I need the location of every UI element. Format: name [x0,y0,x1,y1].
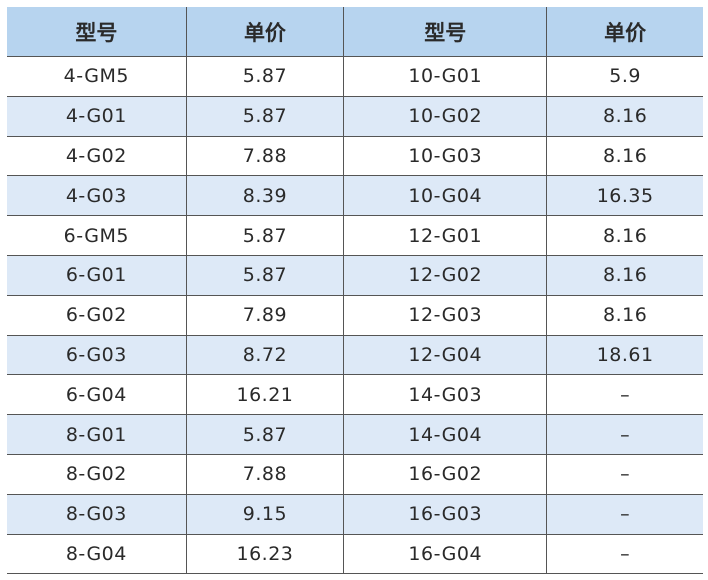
price-cell: 9.15 [185,493,345,535]
price-cell: 16.35 [546,175,703,217]
price-cell: – [546,374,703,416]
model-cell: 12-G04 [343,334,548,376]
price-cell: 7.88 [185,135,345,177]
model-cell: 16-G02 [343,453,548,495]
table-row: 4-G01 5.87 10-G02 8.16 [7,95,703,137]
table-row: 6-GM5 5.87 12-G01 8.16 [7,215,703,256]
table-row: 8-G01 5.87 14-G04– [7,414,703,455]
price-table: 型号 单价 型号 单价 4-GM5 5.87 10-G01 5.9 4-G01 5.87 10-G… [7,7,703,575]
price-cell: 16.23 [185,533,345,575]
model-cell: 8-G01 [7,414,187,455]
table-row: 4-GM5 5.87 10-G01 5.9 [7,56,703,97]
price-header: 单价 [185,7,345,57]
price-cell: 5.87 [185,215,345,256]
model-cell: 4-GM5 [7,56,187,97]
model-cell: 8-G02 [7,453,187,495]
price-cell: – [546,533,703,575]
table-row: 6-G02 7.89 12-G03 8.16 [7,294,703,336]
price-header: 单价 [546,7,703,57]
price-cell: 5.87 [185,254,345,296]
header-row: 型号 单价 型号 单价 [7,7,703,57]
price-cell: 8.16 [546,135,703,177]
model-cell: 16-G03 [343,493,548,535]
table-row: 4-G02 7.88 10-G03 8.16 [7,135,703,177]
price-cell: 5.87 [185,414,345,455]
model-cell: 8-G04 [7,533,187,575]
model-cell: 4-G01 [7,95,187,137]
model-cell: 14-G03 [343,374,548,416]
price-cell: 8.39 [185,175,345,217]
model-header: 型号 [343,7,548,57]
model-cell: 6-G02 [7,294,187,336]
price-cell: 8.72 [185,334,345,376]
table-row: 6-G03 8.72 12-G04 18.61 [7,334,703,376]
price-cell: 5.87 [185,56,345,97]
price-cell: 18.61 [546,334,703,376]
table-row: 8-G03 9.15 16-G03– [7,493,703,535]
table-row: 8-G02 7.88 16-G02– [7,453,703,495]
model-cell: 10-G01 [343,56,548,97]
model-cell: 6-GM5 [7,215,187,256]
model-cell: 12-G03 [343,294,548,336]
price-cell: 8.16 [546,95,703,137]
price-cell: – [546,493,703,535]
price-cell: – [546,453,703,495]
model-cell: 6-G01 [7,254,187,296]
table-row: 8-G04 16.23 16-G04– [7,533,703,575]
model-cell: 4-G02 [7,135,187,177]
price-cell: 7.88 [185,453,345,495]
model-cell: 10-G03 [343,135,548,177]
price-cell: 16.21 [185,374,345,416]
model-cell: 6-G03 [7,334,187,376]
price-cell: 7.89 [185,294,345,336]
model-cell: 12-G01 [343,215,548,256]
model-header: 型号 [7,7,187,57]
model-cell: 6-G04 [7,374,187,416]
model-cell: 12-G02 [343,254,548,296]
table-row: 6-G01 5.87 12-G02 8.16 [7,254,703,296]
model-cell: 10-G02 [343,95,548,137]
model-cell: 8-G03 [7,493,187,535]
model-cell: 14-G04 [343,414,548,455]
price-cell: 8.16 [546,294,703,336]
price-cell: 5.9 [546,56,703,97]
price-cell: 8.16 [546,254,703,296]
model-cell: 10-G04 [343,175,548,217]
model-cell: 4-G03 [7,175,187,217]
price-cell: 5.87 [185,95,345,137]
price-cell: – [546,414,703,455]
table-row: 4-G03 8.39 10-G04 16.35 [7,175,703,217]
model-cell: 16-G04 [343,533,548,575]
price-cell: 8.16 [546,215,703,256]
table-row: 6-G04 16.21 14-G03– [7,374,703,416]
